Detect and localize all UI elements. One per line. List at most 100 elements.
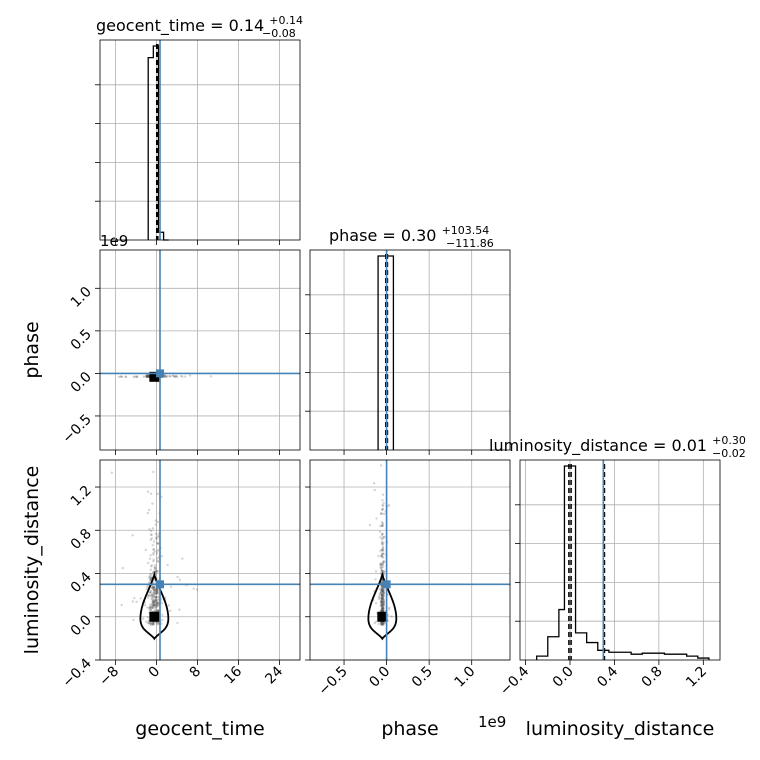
ldist-vs-phase-sample-point	[380, 520, 384, 524]
ldist-vs-geocent-time-sample-point	[156, 520, 160, 524]
geocent-time-xtick-label: 24	[262, 663, 286, 687]
ldist-vs-phase-sample-point	[388, 606, 391, 610]
phase-vs-geocent-time-sample-point	[147, 375, 150, 379]
phase-vs-geocent-time-sample-point	[164, 375, 168, 378]
ldist-vs-phase-sample-point	[381, 589, 385, 592]
ldist-vs-geocent-time-sample-point	[156, 591, 159, 594]
ldist-vs-phase-sample-point	[382, 504, 385, 507]
phase-vs-geocent-time-sample-point	[124, 375, 127, 378]
luminosity-distance-ytick-label: −0.4	[59, 655, 94, 690]
ldist-vs-geocent-time-sample-point	[149, 623, 152, 626]
ldist-vs-geocent-time-sample-point	[149, 608, 152, 612]
phase-vs-geocent-time-sample-point	[121, 375, 124, 378]
ldist-vs-geocent-time-sample-point	[149, 554, 152, 557]
ldist-vs-phase-sample-point	[380, 604, 384, 607]
ldist-vs-geocent-time-sample-point	[155, 570, 158, 573]
ldist-vs-phase-sample-point	[381, 553, 384, 556]
ldist-vs-geocent-time-sample-point	[176, 621, 179, 625]
ldist-vs-geocent-time-sample-point	[150, 533, 153, 536]
phase-xtick-label: 0.0	[366, 664, 393, 691]
ldist-vs-phase-sample-point	[380, 597, 384, 601]
ldist-vs-phase-sample-point	[380, 602, 384, 605]
ldist-vs-geocent-time-sample-point	[152, 603, 155, 606]
ldist-vs-phase-sample-point	[379, 591, 383, 594]
phase-hist-frame	[309, 249, 511, 451]
ldist-vs-phase-sample-point	[382, 606, 385, 610]
ldist-vs-geocent-time-sample-point	[149, 565, 153, 568]
ldist-vs-phase-sample-point	[380, 542, 384, 545]
ldist-vs-geocent-time-sample-point	[156, 604, 160, 608]
ldist-vs-phase-sample-point	[380, 554, 384, 557]
ldist-vs-geocent-time-sample-point	[148, 575, 151, 578]
ldist-vs-geocent-time-sample-point	[151, 623, 155, 626]
ldist-vs-phase-sample-point	[381, 545, 385, 549]
phase-ytick-label: 0.0	[68, 369, 95, 396]
ldist-vs-phase-sample-point	[374, 578, 377, 581]
ldist-vs-phase-sample-point	[380, 604, 383, 607]
ldist-vs-phase-sample-point	[380, 599, 383, 603]
ldist-vs-phase-sample-point	[382, 552, 385, 555]
ldist-vs-phase-sample-point	[381, 552, 385, 555]
ldist-vs-geocent-time-sample-point	[120, 603, 123, 607]
ldist-vs-geocent-time-truth-marker	[156, 580, 164, 589]
ldist-vs-phase-sample-point	[381, 597, 385, 600]
ldist-vs-geocent-time-sample-point	[154, 595, 158, 599]
ldist-vs-geocent-time-sample-point	[154, 536, 158, 540]
ldist-vs-phase-sample-point	[380, 590, 383, 594]
ldist-vs-geocent-time-sample-point	[152, 600, 156, 604]
ldist-vs-geocent-time-sample-point	[155, 591, 158, 595]
ldist-vs-geocent-time-sample-point	[152, 594, 156, 597]
ldist-vs-phase-sample-point	[381, 603, 384, 606]
ldist-vs-phase-sample-point	[382, 560, 386, 564]
ldist-vs-phase-sample-point	[380, 604, 383, 607]
ldist-vs-geocent-time-sample-point	[153, 603, 156, 606]
ldist-vs-phase-sample-point	[380, 605, 384, 609]
ldist-vs-geocent-time-sample-point	[146, 594, 150, 597]
ldist-vs-geocent-time-sample-point	[149, 492, 153, 495]
ldist-vs-geocent-time-sample-point	[156, 570, 160, 573]
ldist-vs-phase-sample-point	[380, 588, 383, 591]
phase-vs-geocent-time-sample-point	[135, 375, 138, 378]
ldist-vs-phase-sample-point	[380, 600, 383, 603]
ldist-vs-geocent-time-sample-point	[156, 542, 160, 545]
ldist-vs-geocent-time-sample-point	[151, 572, 154, 575]
ldist-vs-geocent-time-sample-point	[147, 594, 150, 597]
ldist-vs-phase-sample-point	[380, 601, 383, 604]
ldist-vs-phase-sample-point	[383, 598, 386, 602]
ldist-vs-geocent-time-sample-point	[149, 578, 153, 581]
ldist-vs-geocent-time-sample-point	[156, 542, 160, 545]
ldist-vs-geocent-time-sample-point	[153, 592, 157, 596]
ldist-vs-geocent-time-sample-point	[154, 609, 157, 612]
ldist-vs-phase-sample-point	[379, 609, 383, 613]
ldist-vs-phase-sample-point	[380, 593, 383, 596]
ldist-vs-phase-sample-point	[381, 607, 384, 611]
ldist-vs-geocent-time-sample-point	[148, 591, 152, 594]
ldist-vs-phase-sample-point	[380, 594, 384, 598]
ldist-vs-phase-sample-point	[380, 623, 384, 626]
ldist-vs-phase-sample-point	[381, 606, 385, 609]
ldist-vs-geocent-time-sample-point	[153, 590, 157, 593]
ldist-vs-geocent-time-sample-point	[141, 617, 145, 620]
ldist-vs-geocent-time-sample-point	[153, 588, 156, 591]
ldist-vs-geocent-time-sample-point	[167, 604, 170, 607]
ldist-vs-geocent-time-sample-point	[152, 548, 155, 551]
ldist-vs-geocent-time-sample-point	[151, 621, 154, 624]
ldist-vs-phase-sample-point	[381, 543, 385, 546]
ldist-vs-geocent-time-sample-point	[150, 537, 154, 540]
ldist-vs-geocent-time-sample-point	[156, 541, 159, 545]
ldist-vs-phase-sample-point	[381, 589, 384, 592]
ldist-vs-phase-sample-point	[380, 581, 383, 584]
ldist-vs-geocent-time-sample-point	[154, 621, 158, 624]
ldist-vs-phase-sample-point	[379, 512, 383, 516]
ldist-vs-geocent-time-sample-point	[155, 596, 158, 599]
ldist-vs-geocent-time-sample-point	[152, 591, 155, 595]
ldist-vs-geocent-time-sample-point	[149, 621, 152, 624]
phase-vs-geocent-time-sample-point	[117, 375, 121, 379]
ldist-vs-geocent-time-sample-point	[156, 602, 159, 605]
ldist-vs-geocent-time-sample-point	[156, 534, 160, 538]
ldist-vs-geocent-time-sample-point	[181, 557, 184, 560]
ldist-vs-geocent-time-sample-point	[150, 594, 154, 597]
ldist-vs-geocent-time-sample-point	[155, 537, 158, 540]
ldist-vs-geocent-time-sample-point	[152, 600, 155, 603]
